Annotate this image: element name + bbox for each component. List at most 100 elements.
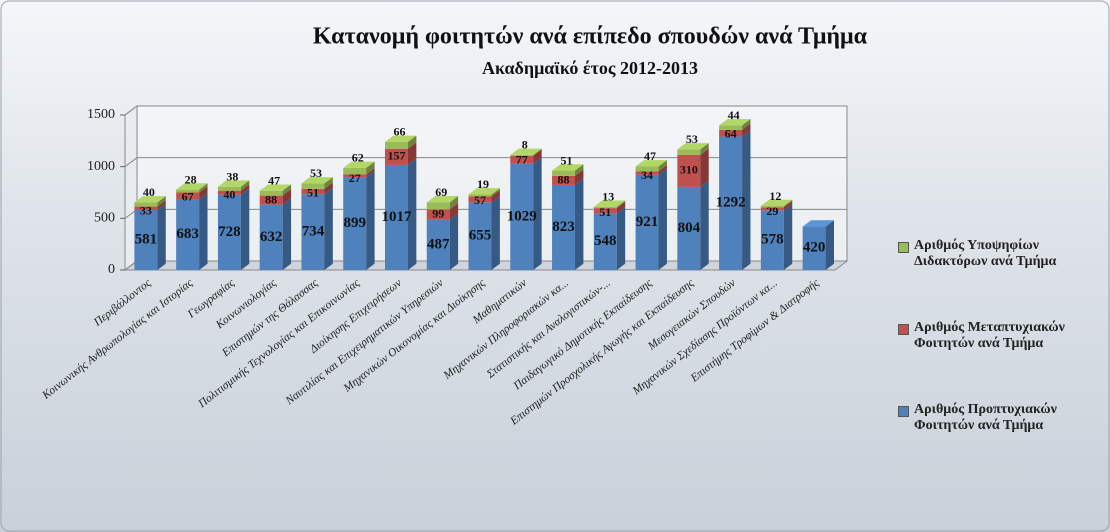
- value-label: 64: [725, 127, 737, 141]
- bar-top: [760, 199, 793, 207]
- bar-side: [783, 203, 793, 270]
- bar-segment: [635, 166, 659, 172]
- bar-top: [301, 177, 333, 184]
- value-label: 47: [644, 149, 656, 163]
- bar-segment: [510, 155, 534, 164]
- bar-side: [366, 170, 375, 270]
- bar-side: [240, 188, 250, 270]
- value-label: 34: [641, 168, 653, 182]
- legend-label: Αριθμός Υποψηφίων Διδακτόρων ανά Τμήμα: [914, 238, 1057, 269]
- bar-side: [700, 148, 709, 187]
- bar-segment: [760, 206, 784, 208]
- x-tick-label: Κοινωνικής Ανθρωπολογίας και Ιστορίας: [39, 277, 195, 402]
- bar-side: [783, 199, 793, 208]
- value-label: 27: [349, 171, 361, 185]
- bar-side: [157, 196, 166, 207]
- bar-side: [449, 196, 459, 210]
- value-label: 47: [268, 173, 280, 187]
- value-label: 66: [393, 125, 405, 139]
- bar-side: [700, 143, 709, 155]
- value-label: 683: [176, 226, 199, 242]
- bar-segment: [426, 202, 450, 210]
- bar-segment: [760, 210, 784, 270]
- bar-side: [742, 130, 751, 270]
- bar-segment: [552, 184, 576, 270]
- bar-segment: [176, 199, 200, 270]
- bar-segment: [552, 175, 576, 185]
- legend-label: Αριθμός Μεταπτυχιακών Φοιτητών ανά Τμήμα: [914, 320, 1065, 351]
- bar-segment: [552, 170, 576, 176]
- bar-side: [324, 182, 333, 195]
- bar-segment: [343, 167, 367, 175]
- value-label: 88: [265, 192, 277, 206]
- value-label: 13: [602, 190, 614, 204]
- bar-side: [199, 183, 208, 193]
- bar-side: [616, 200, 626, 209]
- bar-segment: [217, 186, 241, 191]
- bar-top: [426, 196, 459, 203]
- bar-segment: [593, 208, 617, 214]
- value-label: 40: [223, 187, 235, 201]
- value-label: 1029: [507, 208, 537, 224]
- bar-top: [176, 183, 208, 190]
- y-tick-label: 1000: [87, 159, 115, 174]
- value-label: 40: [143, 185, 155, 199]
- legend-item: Αριθμός Μεταπτυχιακών Φοιτητών ανά Τμήμα: [898, 320, 1098, 352]
- bar-segment: [384, 141, 408, 149]
- value-label: 728: [218, 224, 241, 240]
- bar-top: [134, 196, 166, 203]
- bar-segment: [426, 209, 450, 220]
- bar-segment: [259, 204, 283, 270]
- value-label: 51: [599, 205, 611, 219]
- bar-side: [825, 220, 835, 270]
- value-label: 38: [226, 169, 238, 183]
- value-label: 420: [803, 240, 826, 256]
- bar-side: [199, 186, 208, 200]
- bar-segment: [593, 213, 617, 270]
- bar-side: [407, 158, 417, 270]
- value-label: 1017: [381, 209, 412, 225]
- bar-segment: [134, 209, 158, 270]
- bar-top: [259, 184, 292, 191]
- bar-segment: [134, 206, 158, 210]
- bar-side: [282, 198, 292, 270]
- legend-swatch: [898, 406, 909, 417]
- value-label: 88: [558, 173, 570, 187]
- value-label: 487: [427, 236, 450, 252]
- value-label: 19: [477, 177, 489, 191]
- legend-swatch: [898, 242, 909, 253]
- bar-side: [407, 142, 417, 165]
- bar-side: [783, 200, 793, 211]
- bar-side: [407, 135, 417, 149]
- bar-side: [157, 203, 166, 270]
- bar-segment: [677, 154, 701, 187]
- value-label: 51: [561, 153, 573, 167]
- bar-side: [533, 157, 542, 270]
- value-label: 899: [343, 215, 366, 231]
- bar-side: [533, 148, 542, 156]
- value-label: 44: [728, 108, 740, 122]
- value-label: 28: [185, 172, 197, 186]
- bar-segment: [468, 196, 492, 203]
- grid-line: [124, 157, 847, 168]
- bar-side: [575, 169, 584, 185]
- bar-side: [491, 188, 500, 197]
- bar-segment: [593, 206, 617, 209]
- bar-segment: [301, 194, 325, 270]
- value-label: 99: [432, 206, 444, 220]
- bar-segment: [468, 194, 492, 197]
- bar-segment: [677, 149, 701, 155]
- bar-top: [343, 161, 375, 168]
- value-label: 581: [135, 231, 158, 247]
- bar-top: [635, 160, 667, 167]
- bar-side: [199, 193, 208, 270]
- bar-segment: [384, 164, 408, 270]
- bar-segment: [635, 171, 659, 175]
- bar-side: [282, 189, 292, 205]
- value-label: 734: [302, 224, 325, 240]
- value-label: 310: [680, 163, 698, 177]
- legend-item: Αριθμός Υποψηφίων Διδακτόρων ανά Τμήμα: [898, 238, 1098, 270]
- value-label: 29: [766, 204, 778, 218]
